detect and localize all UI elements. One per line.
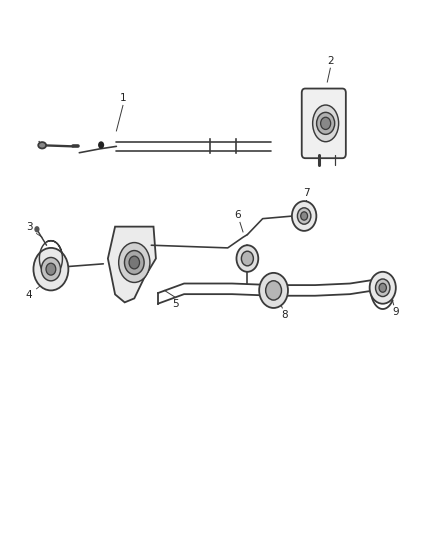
Text: 2: 2	[327, 56, 334, 66]
Text: 8: 8	[281, 310, 288, 320]
Circle shape	[124, 251, 144, 274]
Ellipse shape	[313, 105, 339, 142]
Circle shape	[375, 279, 390, 296]
Circle shape	[370, 272, 396, 304]
Circle shape	[317, 112, 335, 134]
Polygon shape	[108, 227, 156, 302]
Circle shape	[241, 251, 254, 266]
Circle shape	[301, 212, 307, 220]
Ellipse shape	[38, 142, 46, 149]
Circle shape	[34, 226, 39, 232]
Circle shape	[379, 284, 386, 292]
Circle shape	[46, 263, 56, 275]
Circle shape	[266, 281, 282, 300]
Text: 3: 3	[26, 222, 32, 232]
Circle shape	[297, 208, 311, 224]
Text: 5: 5	[172, 300, 179, 310]
Circle shape	[292, 201, 316, 231]
Circle shape	[41, 257, 60, 281]
Text: 6: 6	[234, 210, 241, 220]
FancyBboxPatch shape	[302, 88, 346, 158]
Circle shape	[98, 141, 104, 149]
Ellipse shape	[119, 243, 150, 282]
Circle shape	[129, 256, 140, 269]
Circle shape	[259, 273, 288, 308]
Text: 9: 9	[392, 307, 399, 317]
Text: 4: 4	[26, 290, 32, 301]
Circle shape	[33, 248, 68, 290]
Circle shape	[321, 117, 331, 130]
Text: 1: 1	[120, 93, 126, 103]
Circle shape	[237, 245, 258, 272]
Text: 7: 7	[303, 189, 310, 198]
